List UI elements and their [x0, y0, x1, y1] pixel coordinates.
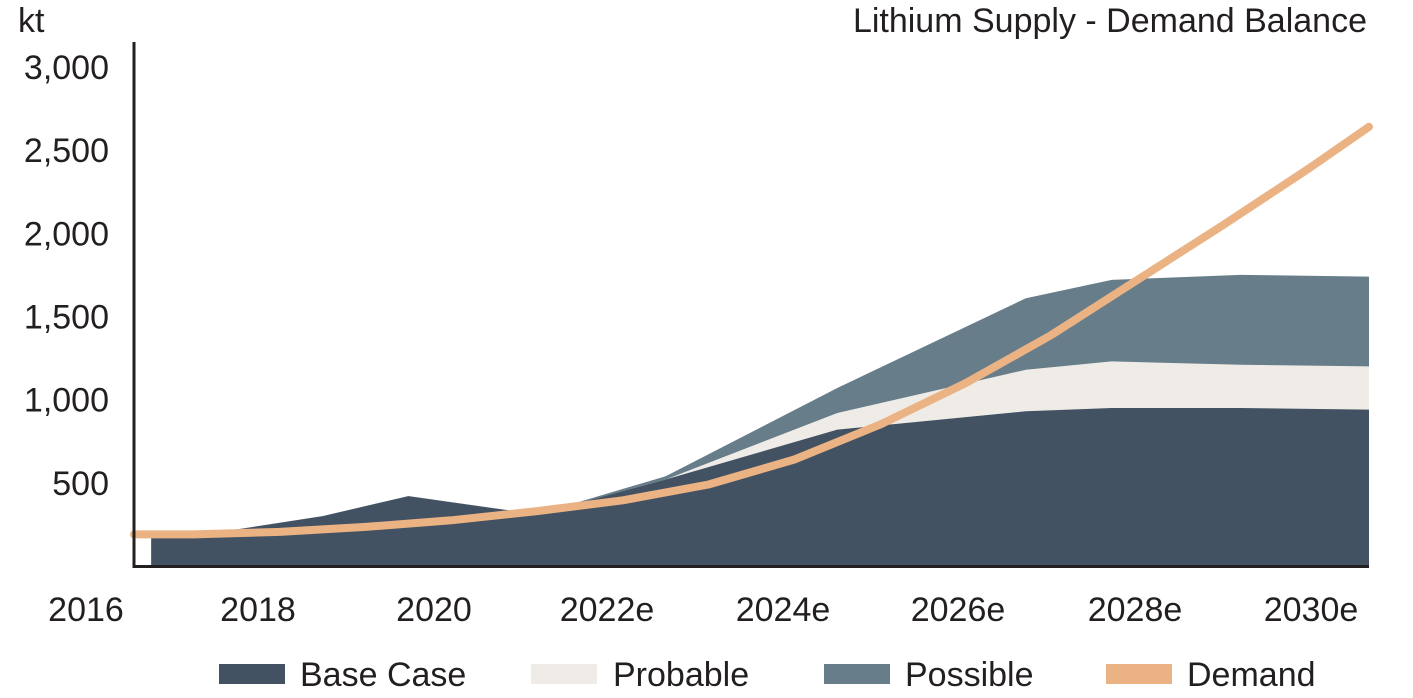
y-tick-labels: 500 1,000 1,500 2,000 2,500 3,000: [24, 49, 109, 503]
x-tick-label: 2018: [220, 591, 296, 629]
area-layer: [151, 274, 1370, 566]
x-tick-label: 2026e: [911, 591, 1006, 629]
y-tick-label: 2,000: [24, 215, 109, 253]
legend-label: Probable: [613, 656, 749, 694]
legend-label: Demand: [1187, 656, 1316, 694]
y-tick-label: 1,000: [24, 382, 109, 420]
y-tick-label: 1,500: [24, 299, 109, 337]
x-tick-label: 2024e: [736, 591, 831, 629]
chart-title: Lithium Supply - Demand Balance: [853, 2, 1367, 40]
legend: Base Case Probable Possible Demand: [219, 656, 1316, 694]
legend-swatch: [219, 664, 285, 684]
legend-item-demand: Demand: [1106, 656, 1316, 694]
line-layer: [130, 122, 1373, 539]
legend-swatch: [531, 664, 597, 684]
legend-swatch: [824, 664, 890, 684]
legend-item-base-case: Base Case: [219, 656, 466, 694]
line-demand: [130, 122, 1373, 539]
unit-label: kt: [18, 2, 45, 40]
x-tick-label: 2016: [48, 591, 124, 629]
x-tick-label: 2022e: [560, 591, 655, 629]
legend-item-probable: Probable: [531, 656, 749, 694]
y-tick-label: 500: [52, 465, 109, 503]
x-tick-labels: 2016 2018 2020 2022e 2024e 2026e 2028e 2030e: [48, 591, 1358, 629]
legend-label: Base Case: [300, 656, 466, 694]
x-tick-label: 2020: [396, 591, 472, 629]
legend-label: Possible: [905, 656, 1034, 694]
y-tick-label: 3,000: [24, 49, 109, 87]
area-base-case: [151, 408, 1370, 566]
y-tick-label: 2,500: [24, 132, 109, 170]
x-tick-label: 2030e: [1264, 591, 1359, 629]
legend-swatch: [1106, 664, 1172, 684]
x-tick-label: 2028e: [1088, 591, 1183, 629]
legend-item-possible: Possible: [824, 656, 1034, 694]
